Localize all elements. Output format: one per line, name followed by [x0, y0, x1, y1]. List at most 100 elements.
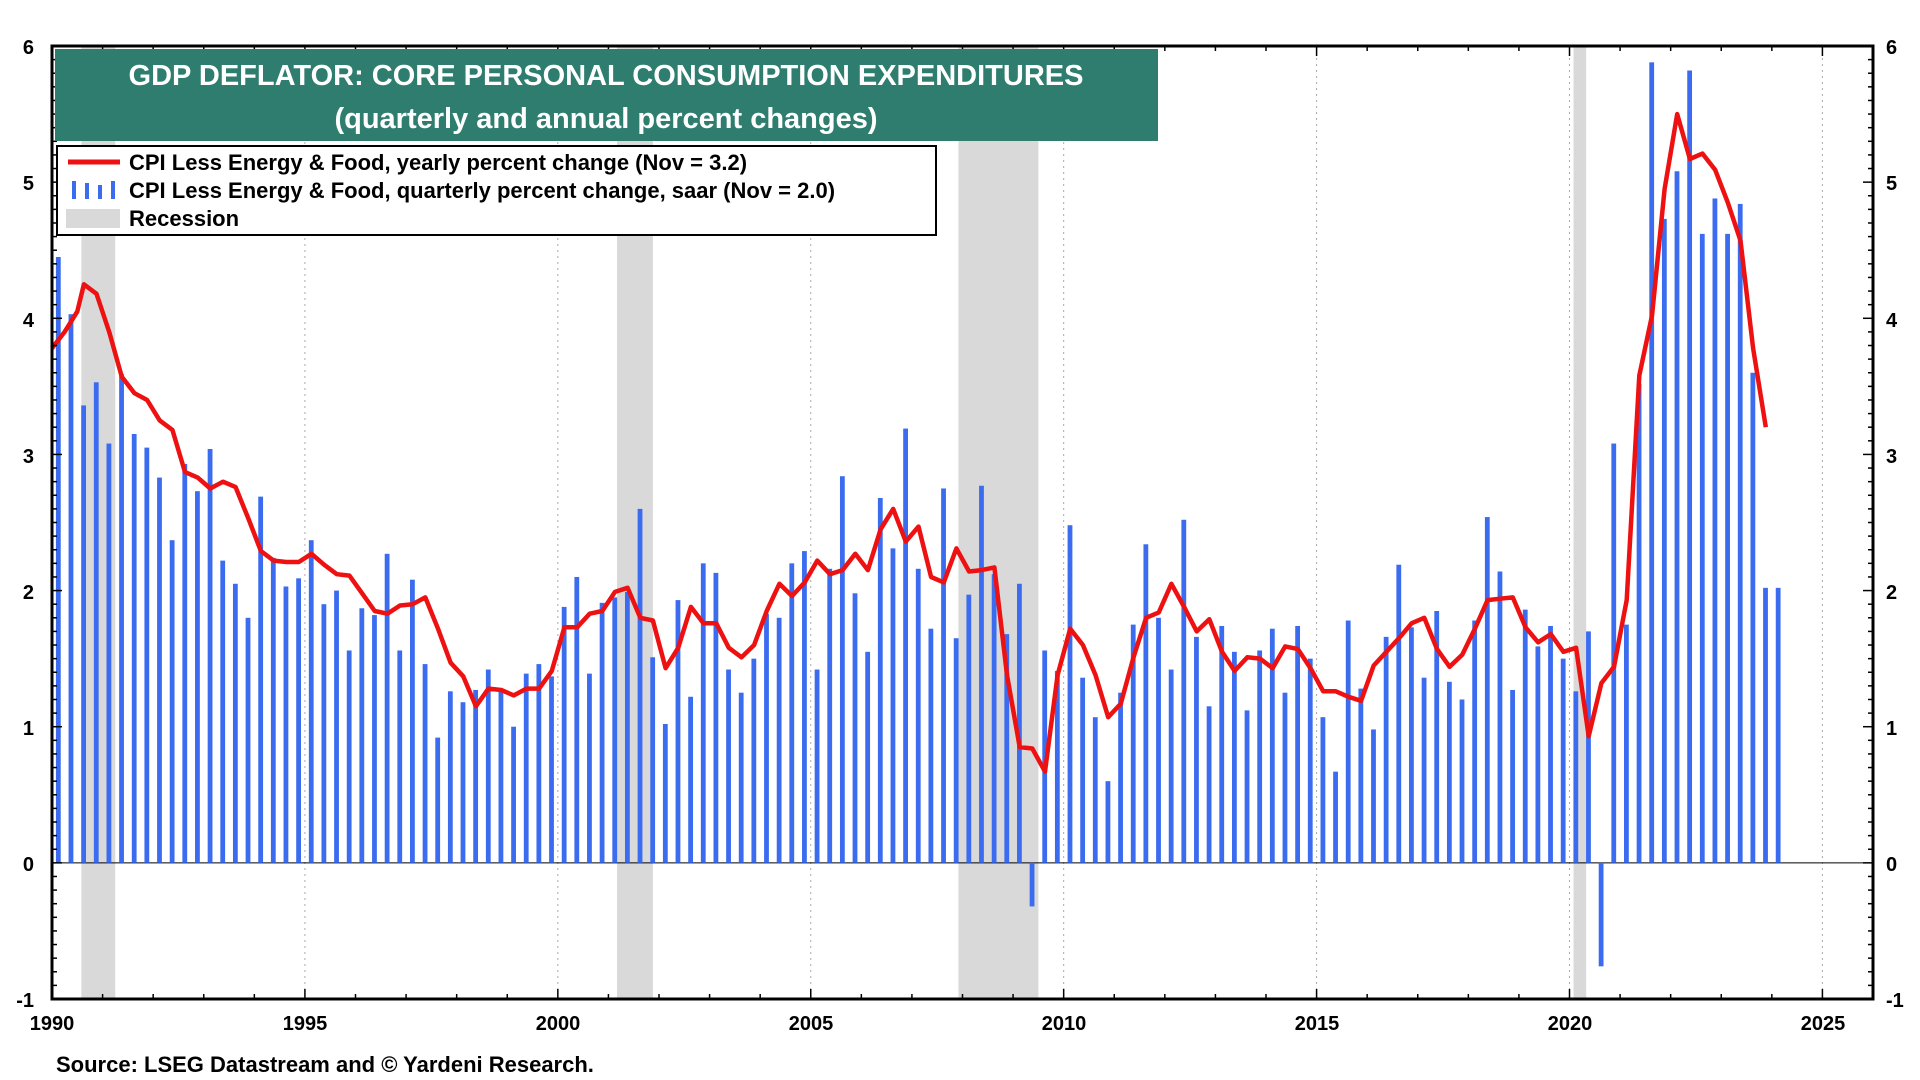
quarterly-bar	[1661, 218, 1667, 863]
quarterly-bar	[68, 314, 74, 863]
quarterly-bar	[1548, 625, 1553, 863]
quarterly-bar	[169, 540, 175, 863]
x-tick-label-2020: 2020	[1548, 1013, 1593, 1035]
quarterly-bar	[637, 508, 643, 863]
quarterly-bar	[561, 606, 567, 863]
quarterly-bar	[182, 463, 188, 863]
quarterly-bar	[1333, 771, 1338, 863]
quarterly-bar	[55, 257, 61, 863]
legend-bar-swatch-4	[111, 181, 115, 199]
quarterly-bar	[1459, 699, 1465, 863]
quarterly-bar	[1320, 717, 1326, 863]
quarterly-bar	[296, 578, 301, 863]
quarterly-bar	[700, 563, 706, 863]
quarterly-bar	[523, 673, 529, 863]
legend-recession-swatch	[66, 209, 120, 228]
quarterly-bar	[334, 590, 339, 863]
quarterly-bar	[498, 688, 504, 863]
quarterly-bar	[410, 579, 415, 863]
quarterly-bar	[776, 617, 782, 863]
quarterly-bar	[1396, 564, 1402, 863]
quarterly-bar	[1446, 681, 1452, 863]
y-tick-label-left-2: 2	[23, 582, 34, 604]
quarterly-bar	[1687, 70, 1693, 863]
quarterly-bar	[587, 673, 592, 863]
quarterly-bar	[1421, 677, 1427, 863]
y-tick-label-right-1: 1	[1886, 718, 1897, 740]
quarterly-bar	[1383, 636, 1389, 863]
legend-bar-label: CPI Less Energy & Food, quarterly percen…	[129, 178, 835, 203]
quarterly-bar	[1080, 677, 1086, 863]
chart-subtitle: (quarterly and annual percent changes)	[334, 103, 877, 135]
quarterly-bar	[1307, 658, 1313, 863]
legend-box	[56, 145, 937, 236]
quarterly-bar	[738, 692, 744, 863]
quarterly-bar	[941, 488, 946, 863]
quarterly-bar	[890, 548, 896, 863]
quarterly-bar	[852, 593, 858, 863]
quarterly-bar	[675, 600, 681, 863]
quarterly-bar	[1054, 670, 1060, 863]
quarterly-bar	[903, 428, 908, 863]
quarterly-bar	[650, 657, 656, 863]
quarterly-bar	[473, 689, 479, 863]
quarterly-bar	[713, 572, 719, 863]
x-tick-label-1995: 1995	[283, 1013, 328, 1035]
quarterly-bar	[144, 447, 150, 863]
quarterly-bar	[1775, 587, 1781, 863]
quarterly-bar	[1282, 692, 1288, 863]
quarterly-bar	[1130, 624, 1136, 863]
quarterly-bar	[802, 551, 807, 863]
quarterly-bar	[1712, 198, 1718, 863]
quarterly-bar	[966, 594, 972, 863]
quarterly-bar	[157, 477, 162, 863]
y-tick-label-left-5: 5	[23, 173, 34, 195]
quarterly-bar	[726, 669, 731, 863]
quarterly-bar	[1067, 525, 1073, 863]
quarterly-bar	[536, 664, 542, 863]
quarterly-bar	[574, 576, 580, 863]
quarterly-bar	[928, 628, 934, 863]
quarterly-bar	[1497, 571, 1503, 863]
quarterly-bar	[1535, 646, 1541, 863]
legend-bar-swatch	[72, 181, 115, 199]
quarterly-bar	[599, 602, 605, 863]
quarterly-bar	[1143, 544, 1149, 863]
y-tick-label-right-3: 3	[1886, 446, 1897, 468]
quarterly-bar	[1257, 650, 1263, 863]
quarterly-bar	[1194, 636, 1199, 863]
quarterly-bar	[865, 651, 871, 863]
y-tick-label-right-5: 5	[1886, 173, 1897, 195]
quarterly-bar	[1560, 658, 1566, 863]
x-tick-label-2015: 2015	[1295, 1013, 1340, 1035]
quarterly-bar	[346, 650, 352, 863]
quarterly-bar	[485, 669, 491, 863]
quarterly-bar	[1206, 706, 1212, 863]
recession-band-3	[958, 46, 1039, 999]
quarterly-bar	[106, 443, 112, 863]
quarterly-bar	[839, 476, 845, 863]
quarterly-bar	[549, 676, 554, 863]
quarterly-bar	[915, 568, 921, 863]
quarterly-bar	[662, 723, 668, 863]
y-tick-label-right-neg1: -1	[1886, 990, 1904, 1012]
quarterly-bar	[220, 560, 226, 863]
quarterly-bar	[232, 583, 238, 863]
quarterly-bar	[979, 485, 984, 863]
y-tick-label-left-1: 1	[23, 718, 34, 740]
quarterly-bar	[1156, 617, 1161, 863]
y-tick-label-right-4: 4	[1886, 310, 1898, 332]
quarterly-bar	[1029, 862, 1035, 907]
quarterly-bar	[1358, 688, 1364, 863]
quarterly-bar	[1510, 689, 1515, 863]
quarterly-bar	[764, 613, 769, 863]
quarterly-bar	[1573, 691, 1579, 863]
quarterly-bar	[624, 591, 630, 863]
y-tick-label-right-6: 6	[1886, 37, 1897, 59]
quarterly-bar	[1244, 710, 1250, 863]
quarterly-bar	[1699, 233, 1705, 863]
legend-line-label: CPI Less Energy & Food, yearly percent c…	[129, 150, 747, 175]
quarterly-bar	[1763, 587, 1768, 863]
quarterly-bar	[308, 540, 314, 863]
